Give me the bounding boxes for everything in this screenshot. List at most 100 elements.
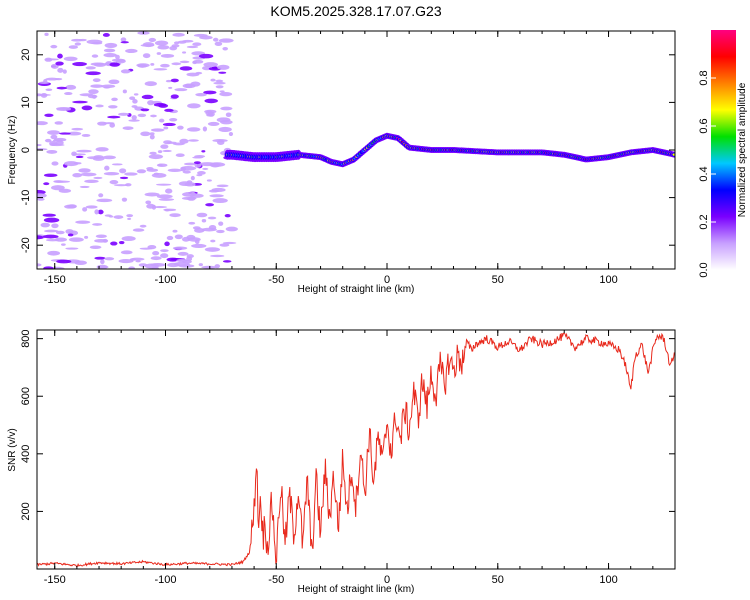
- x-tick-label: 50: [492, 274, 504, 286]
- spectrogram-noise: [160, 63, 170, 68]
- spectrogram-noise: [172, 32, 185, 37]
- spectrogram-noise: [158, 198, 175, 201]
- spectrogram-noise: [111, 97, 118, 102]
- spectrogram-noise: [79, 185, 90, 189]
- spectrogram-noise: [177, 40, 187, 44]
- spectrogram-noise: [132, 99, 138, 104]
- spectrogram-noise: [127, 217, 132, 220]
- spectrogram-noise: [205, 203, 215, 207]
- spectrogram-noise: [45, 88, 53, 92]
- spectrogram-noise: [162, 149, 172, 153]
- spectrogram-noise: [126, 214, 134, 218]
- spectrogram-noise: [37, 235, 44, 240]
- spectrogram-noise: [91, 54, 99, 58]
- spectrogram-noise: [162, 122, 176, 127]
- spectrogram-noise: [170, 94, 179, 99]
- spectrogram-noise: [154, 40, 169, 46]
- spectrogram-noise: [104, 165, 110, 171]
- spectrogram-noise: [54, 121, 64, 125]
- spectrogram-noise: [168, 86, 173, 89]
- spectrogram-noise: [201, 265, 217, 269]
- spectrogram-noise: [224, 213, 231, 218]
- spectrogram-noise: [136, 169, 147, 174]
- spectrogram-noise: [104, 257, 115, 261]
- spectrogram-noise: [91, 42, 103, 45]
- spectrogram-noise: [153, 68, 168, 71]
- spectrogram-noise: [50, 266, 65, 269]
- spectrogram-noise: [65, 84, 77, 90]
- spectrogram-noise: [118, 240, 125, 245]
- spectrogram-noise: [102, 238, 108, 243]
- colorbar-scale: [711, 30, 736, 270]
- spectrogram-ridge-core: [672, 153, 675, 156]
- colorbar-tick-label: 0.4: [698, 166, 710, 181]
- spectrogram-noise: [184, 182, 196, 187]
- spectrogram-noise: [160, 253, 169, 259]
- spectrogram-noise: [140, 108, 150, 112]
- spectrogram-noise: [165, 188, 173, 194]
- spectrogram-noise: [89, 245, 102, 250]
- spectrogram-noise: [37, 263, 42, 267]
- x-tick-label: 100: [599, 274, 617, 286]
- spectrogram-noise: [186, 256, 193, 262]
- spectrogram-noise: [75, 220, 91, 224]
- spectrogram-noise: [211, 66, 219, 70]
- spectrogram-noise: [119, 176, 129, 180]
- spectrogram-noise: [88, 89, 99, 95]
- spectrogram-noise: [98, 193, 104, 198]
- spectrogram-noise: [216, 184, 229, 188]
- snr-series-line: [37, 332, 675, 568]
- spectrogram-noise: [197, 171, 206, 175]
- spectrogram-noise: [208, 224, 217, 231]
- spectrogram-noise: [171, 62, 182, 66]
- spectrogram-noise: [93, 62, 107, 67]
- y-tick-label: -20: [20, 237, 32, 253]
- spectrogram-noise: [204, 98, 218, 104]
- spectrogram-noise: [218, 126, 232, 133]
- spectrogram-noise: [40, 222, 50, 228]
- spectrogram-noise: [150, 262, 166, 267]
- spectrogram-noise: [180, 166, 187, 172]
- spectrogram-noise: [132, 228, 145, 232]
- spectrogram-noise: [96, 264, 108, 269]
- spectrogram-noise: [55, 230, 65, 235]
- spectrogram-noise: [146, 203, 155, 209]
- spectrogram-noise: [45, 77, 59, 81]
- x-tick-label: -100: [154, 574, 176, 586]
- snr-x-ticks: -150 -100 -50 0 50 100: [44, 330, 676, 586]
- spectrogram-noise: [97, 209, 104, 215]
- spectrogram-noise: [202, 126, 208, 132]
- spectrogram-noise: [182, 83, 196, 89]
- spectrogram-noise: [62, 69, 67, 74]
- spectrogram-noise: [186, 72, 200, 77]
- spectrogram-noise: [103, 52, 117, 58]
- spectrogram-noise: [49, 141, 57, 146]
- spectrogram-noise: [92, 223, 103, 226]
- y-tick-label: 400: [20, 445, 32, 463]
- x-tick-label: 0: [384, 274, 390, 286]
- spectrogram-noise: [166, 141, 177, 144]
- spectrogram-noise: [102, 33, 110, 37]
- spectrogram-noise: [37, 121, 48, 126]
- spectrogram-noise: [193, 161, 201, 165]
- spectrogram-noise: [171, 44, 180, 48]
- spectrogram-noise: [181, 236, 191, 242]
- spectrogram-noise: [206, 179, 212, 182]
- spectrogram-noise: [81, 105, 93, 111]
- spectrogram-noise: [51, 185, 65, 191]
- spectrogram-noise: [130, 257, 145, 261]
- spectrogram-noise: [44, 113, 54, 117]
- spectrogram-noise: [187, 237, 201, 242]
- spectrogram-noise: [174, 88, 188, 92]
- spectrogram-noise: [160, 53, 175, 58]
- spectrogram-noise: [75, 155, 84, 159]
- spectrogram-noise: [212, 198, 228, 204]
- spectrogram-noise: [156, 163, 168, 167]
- spectrogram-noise: [73, 162, 82, 165]
- colorbar-tick-label: 0.6: [698, 118, 710, 133]
- spectrogram-noise: [120, 250, 133, 255]
- spectrogram-noise: [109, 179, 119, 185]
- spectrogram-noise: [149, 132, 155, 136]
- spectrogram-noise: [219, 90, 225, 93]
